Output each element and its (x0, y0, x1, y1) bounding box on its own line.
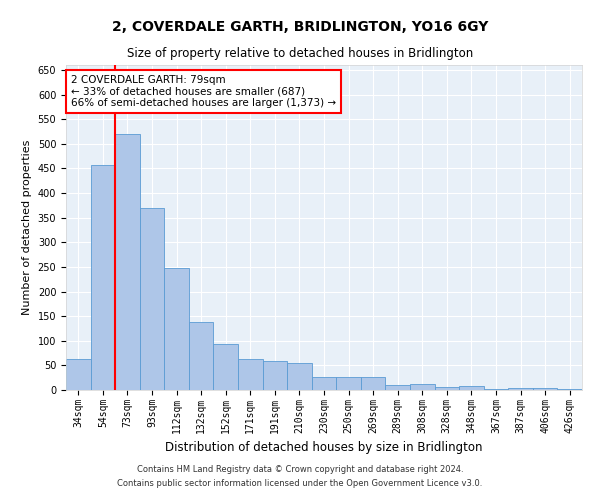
Bar (189, 322, 214, 390)
Y-axis label: Number of detached properties: Number of detached properties (22, 140, 32, 315)
Bar (287, 363, 312, 390)
Bar (140, 208, 164, 390)
Text: 2 COVERDALE GARTH: 79sqm
← 33% of detached houses are smaller (687)
66% of semi-: 2 COVERDALE GARTH: 79sqm ← 33% of detach… (71, 74, 336, 108)
Text: Contains HM Land Registry data © Crown copyright and database right 2024.
Contai: Contains HM Land Registry data © Crown c… (118, 466, 482, 487)
Bar (91, 166, 115, 390)
Bar (115, 134, 140, 390)
Bar (508, 388, 533, 390)
Bar (238, 360, 263, 390)
Bar (164, 268, 189, 390)
Bar (385, 384, 410, 390)
Bar (361, 376, 385, 390)
Bar (434, 387, 459, 390)
X-axis label: Distribution of detached houses by size in Bridlington: Distribution of detached houses by size … (165, 441, 483, 454)
Bar (484, 388, 508, 390)
Bar (557, 388, 582, 390)
Bar (410, 384, 434, 390)
Text: 2, COVERDALE GARTH, BRIDLINGTON, YO16 6GY: 2, COVERDALE GARTH, BRIDLINGTON, YO16 6G… (112, 20, 488, 34)
Bar (214, 344, 238, 390)
Bar (533, 388, 557, 390)
Text: Size of property relative to detached houses in Bridlington: Size of property relative to detached ho… (127, 48, 473, 60)
Bar (459, 386, 484, 390)
Bar (336, 377, 361, 390)
Bar (263, 362, 287, 390)
Bar (66, 360, 91, 390)
Bar (312, 377, 336, 390)
